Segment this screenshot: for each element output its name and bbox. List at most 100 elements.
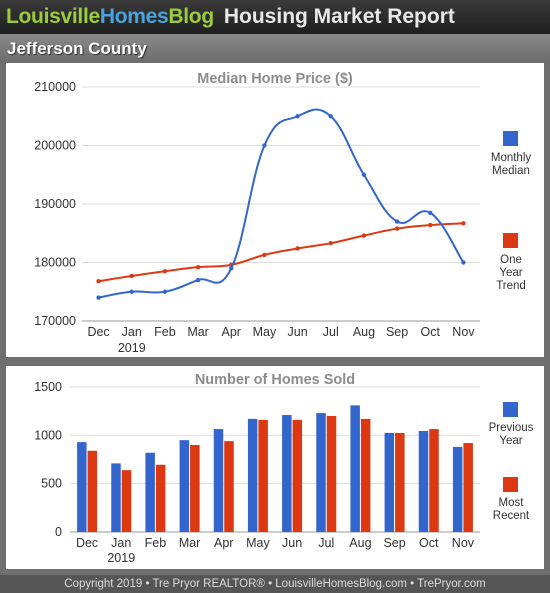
legend-label: Previous Year xyxy=(489,422,534,447)
y-tick-label: 0 xyxy=(55,525,62,539)
legend-swatch xyxy=(503,233,518,248)
x-tick-label: May xyxy=(253,325,277,339)
y-tick-label: 1000 xyxy=(34,428,62,442)
x-tick-label: Sep xyxy=(386,325,408,339)
legend-swatch xyxy=(503,477,518,492)
x-tick-label: Jan xyxy=(122,325,142,339)
legend-swatch xyxy=(503,131,518,146)
bar-most-recent xyxy=(395,432,405,532)
legend-label: Monthly Median xyxy=(491,152,532,177)
bar-most-recent xyxy=(87,450,98,532)
data-point xyxy=(461,221,466,226)
homes-sold-panel: Number of Homes Sold 0 500 1000 1500 Dec Jan Fe… xyxy=(6,366,544,569)
chart-title: Number of Homes Sold xyxy=(195,372,355,388)
x-tick-label: Sep xyxy=(383,536,405,550)
data-point xyxy=(129,289,134,294)
median-price-chart: Median Home Price ($) 170000 180000 190000 2… xyxy=(34,71,532,355)
bar-most-recent xyxy=(360,418,371,532)
legend-swatch xyxy=(503,402,518,417)
data-point xyxy=(328,240,333,246)
bar-most-recent xyxy=(429,429,439,532)
bar-previous-year xyxy=(247,418,258,532)
data-point xyxy=(195,277,201,283)
data-point xyxy=(195,264,201,270)
report-header: LouisvilleHomesBlog Housing Market Repor… xyxy=(0,0,550,34)
data-point xyxy=(328,114,333,119)
y-tick-label: 1500 xyxy=(34,380,62,394)
x-tick-label: Dec xyxy=(87,325,109,339)
bar-most-recent xyxy=(326,416,337,532)
data-point xyxy=(229,266,234,271)
x-tick-label: Dec xyxy=(76,536,98,550)
bar-most-recent xyxy=(224,441,234,532)
x-tick-label: Oct xyxy=(421,325,441,339)
x-tick-label: Apr xyxy=(214,536,233,550)
x-tick-label: Feb xyxy=(145,536,167,550)
x-tick-label: Jul xyxy=(323,325,339,339)
data-point xyxy=(162,269,168,274)
bar-previous-year xyxy=(179,440,190,532)
x-tick-label: Jul xyxy=(318,536,334,550)
logo-part-blog: Blog xyxy=(168,5,214,28)
bar-most-recent xyxy=(121,470,132,532)
median-price-panel: Median Home Price ($) 170000 180000 190000 2… xyxy=(6,63,544,357)
x-tick-label: May xyxy=(246,536,270,550)
x-tick-label: Mar xyxy=(179,536,201,550)
x-tick-label: Jan xyxy=(111,536,131,550)
bar-previous-year xyxy=(282,415,292,532)
data-point xyxy=(262,143,267,148)
y-tick-label: 210000 xyxy=(34,80,76,94)
data-point xyxy=(295,246,300,251)
x-tick-label: Mar xyxy=(187,325,209,339)
x-tick-label: Jun xyxy=(282,536,302,550)
bar-previous-year xyxy=(350,405,360,532)
x-year-label: 2019 xyxy=(118,341,146,355)
x-tick-label: Nov xyxy=(452,325,475,339)
series-line-1 xyxy=(98,222,464,283)
data-point xyxy=(162,289,168,294)
bar-most-recent xyxy=(190,445,200,532)
data-point xyxy=(361,172,367,177)
data-point xyxy=(295,114,300,119)
logo-part-louisville: Louisville xyxy=(6,5,100,28)
x-tick-label: Feb xyxy=(154,325,176,339)
data-point xyxy=(461,260,466,265)
data-point xyxy=(96,295,101,300)
bar-previous-year xyxy=(77,442,87,532)
y-tick-label: 180000 xyxy=(34,256,76,270)
bar-previous-year xyxy=(452,446,463,532)
data-point xyxy=(361,233,367,238)
bar-previous-year xyxy=(111,463,121,532)
data-point xyxy=(262,252,267,258)
bar-previous-year xyxy=(418,430,429,532)
chart-title: Median Home Price ($) xyxy=(197,71,353,87)
homes-sold-chart: Number of Homes Sold 0 500 1000 1500 Dec Jan Fe… xyxy=(34,372,534,565)
data-point xyxy=(428,210,433,215)
legend-label: Most Recent xyxy=(493,497,530,522)
region-title: Jefferson County xyxy=(0,34,550,64)
data-point xyxy=(96,279,101,284)
y-tick-label: 200000 xyxy=(34,139,76,153)
y-tick-label: 170000 xyxy=(34,314,76,328)
data-point xyxy=(428,222,433,228)
bar-previous-year xyxy=(316,413,326,532)
report-title: Housing Market Report xyxy=(223,5,455,28)
x-tick-label: Aug xyxy=(349,536,371,550)
site-logo: LouisvilleHomesBlog xyxy=(6,5,214,29)
legend-label: One Year Trend xyxy=(496,254,526,292)
bar-previous-year xyxy=(384,432,395,532)
bar-previous-year xyxy=(213,429,224,532)
data-point xyxy=(129,273,134,279)
x-tick-label: Aug xyxy=(353,325,375,339)
x-year-label: 2019 xyxy=(107,551,135,565)
y-tick-label: 500 xyxy=(41,477,62,491)
x-tick-label: Oct xyxy=(419,536,439,550)
bar-most-recent xyxy=(155,464,166,532)
y-tick-label: 190000 xyxy=(34,197,76,211)
logo-part-homes: Homes xyxy=(99,5,169,28)
copyright-footer: Copyright 2019 • Tre Pryor REALTOR® • Lo… xyxy=(0,575,550,593)
bar-most-recent xyxy=(258,419,268,532)
x-tick-label: Jun xyxy=(288,325,308,339)
data-point xyxy=(394,219,400,224)
data-point xyxy=(394,226,400,231)
